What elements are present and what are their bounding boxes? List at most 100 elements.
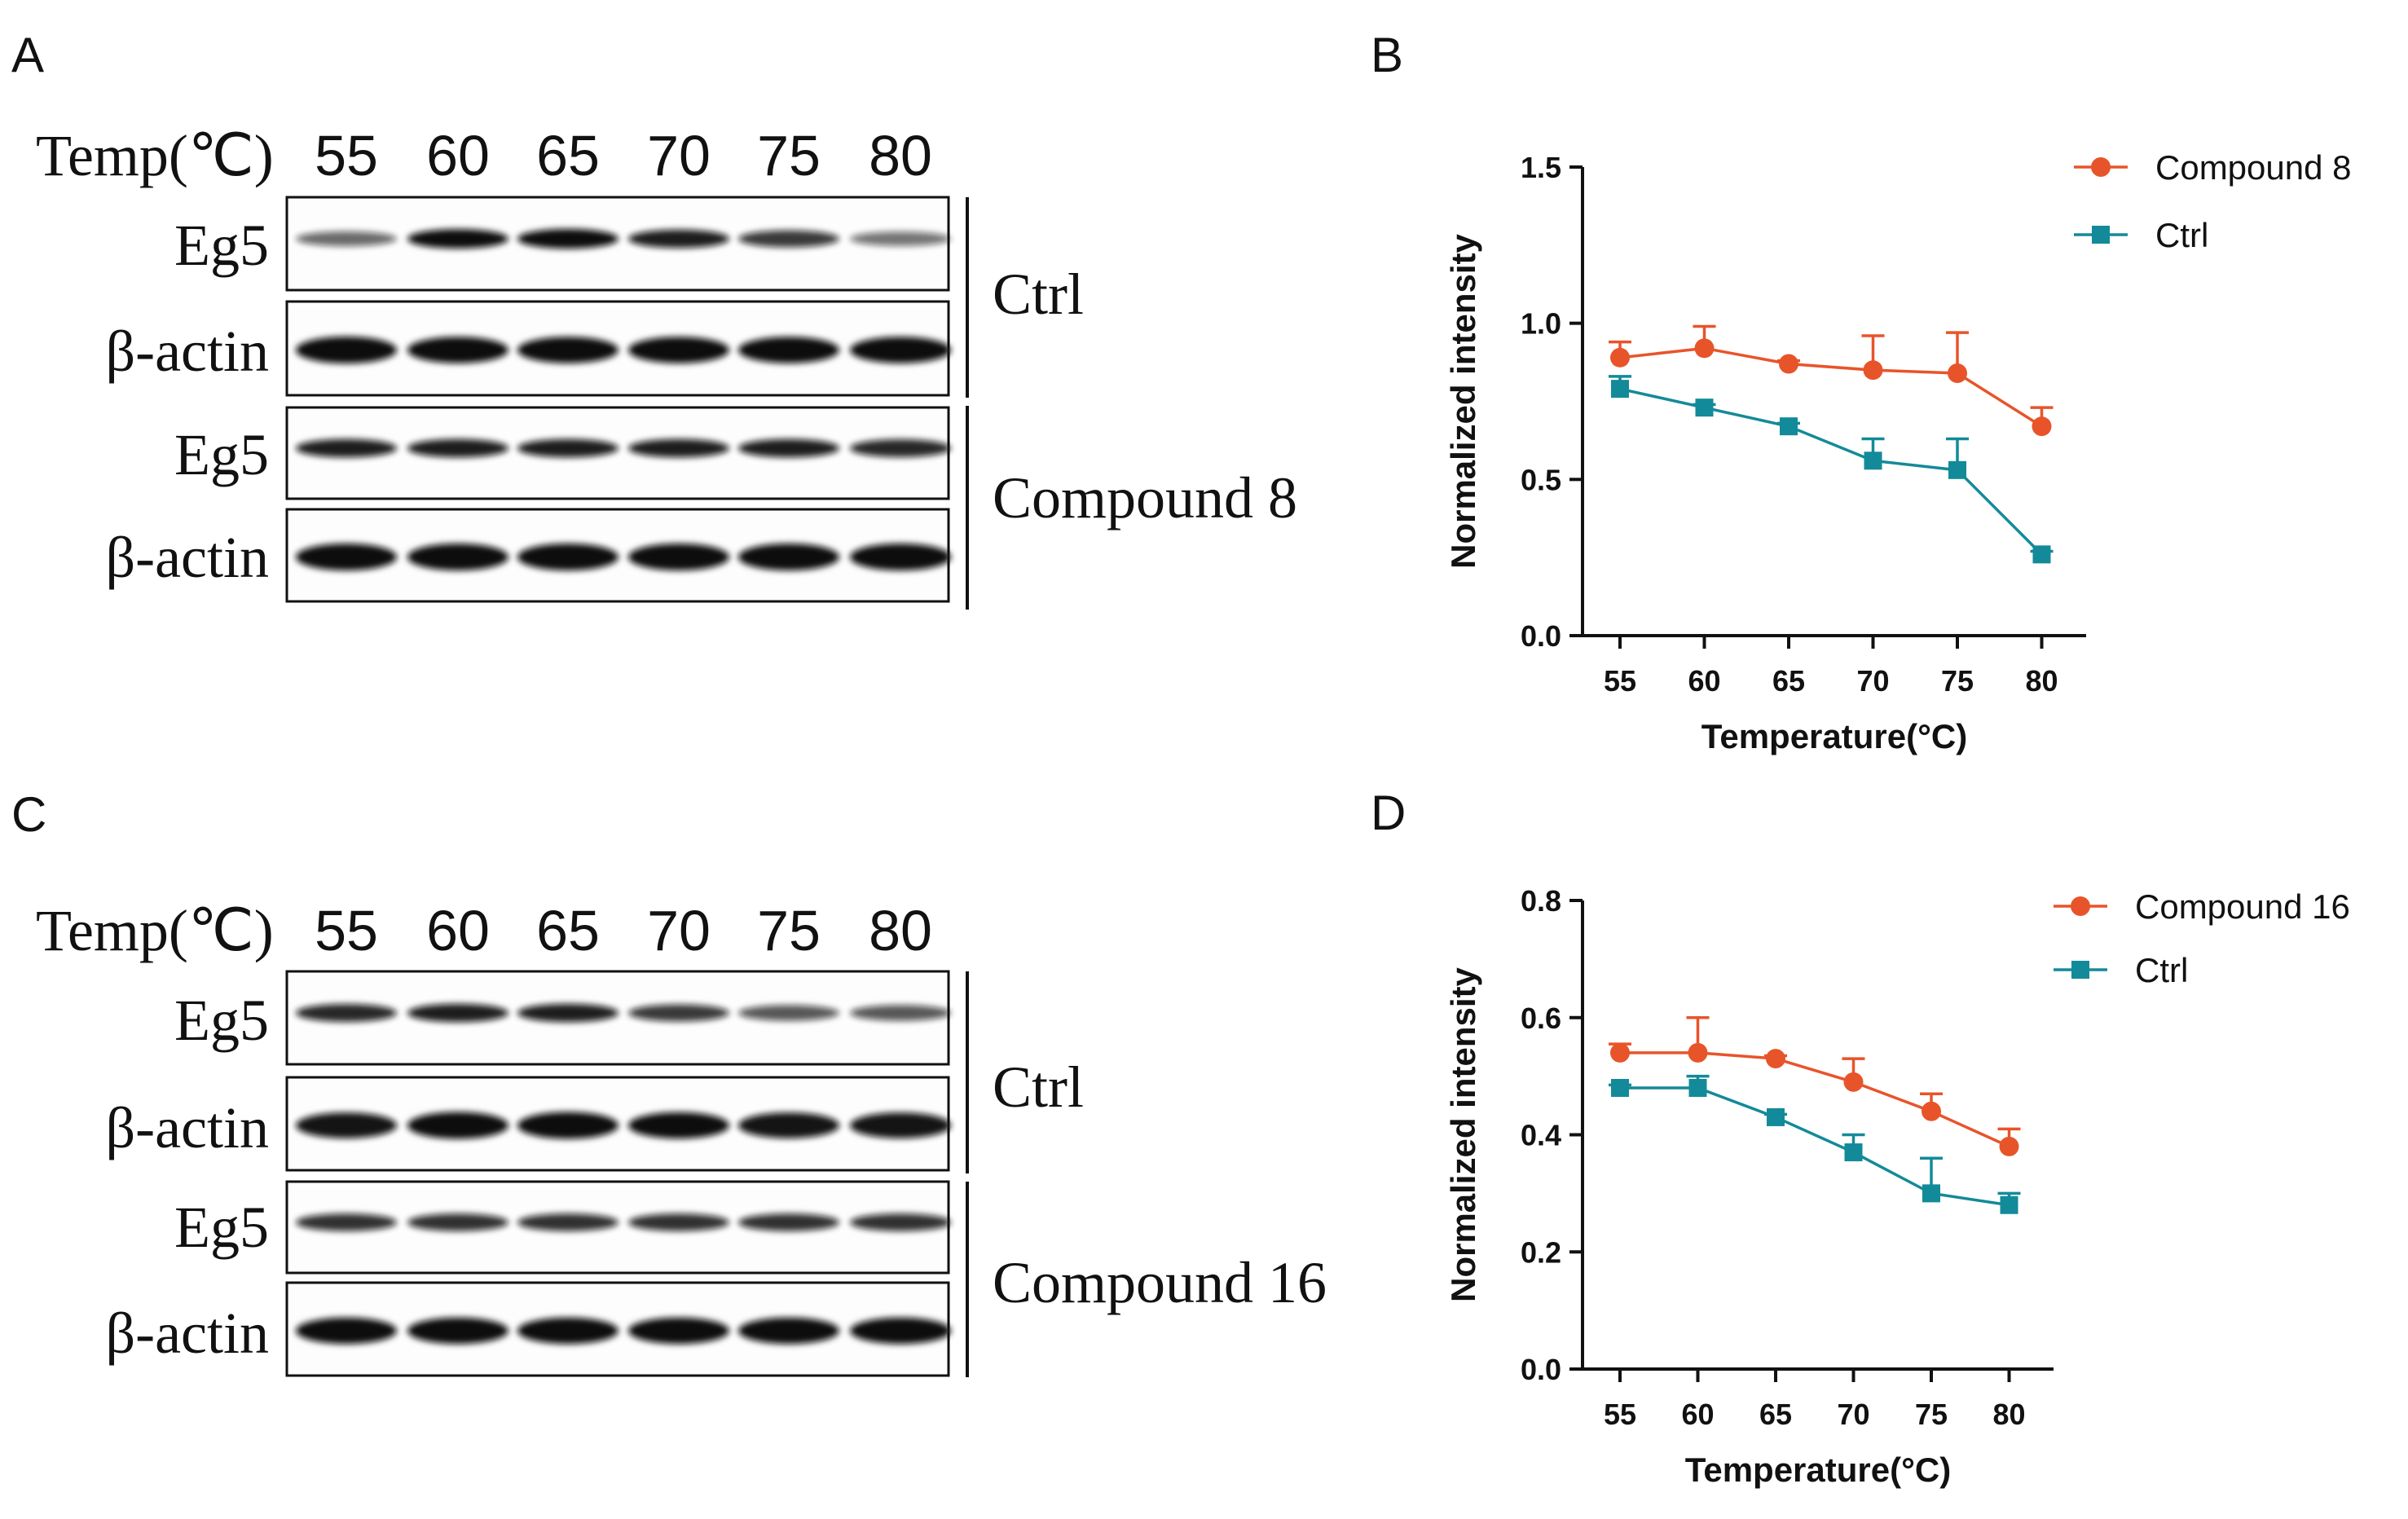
data-point: [1843, 1072, 1864, 1092]
data-point: [1766, 1049, 1785, 1069]
blot-membrane: [285, 970, 950, 1066]
y-axis-title: Normalized intensity: [1444, 966, 1482, 1301]
blot-row-label: β-actin: [105, 1095, 269, 1160]
series-line: [1619, 346, 2043, 428]
data-point: [1948, 363, 1967, 383]
group-label-ctrl: Ctrl: [993, 1054, 1084, 1120]
blot-band: [850, 544, 951, 570]
blot-band: [850, 1005, 951, 1021]
temp-label: 65: [536, 899, 600, 962]
legend-item: Ctrl: [2054, 951, 2188, 989]
blot-band: [517, 544, 619, 570]
legend-marker: [2091, 157, 2111, 177]
blot-row-label: Eg5: [174, 422, 269, 487]
western-blot-c: Temp(℃) 55 60 65 70 75 80 Eg5 β-actin Eg5 β-acti…: [36, 898, 1327, 1377]
temp-label: 70: [647, 899, 711, 962]
data-point: [1863, 360, 1883, 381]
blot-band: [738, 337, 839, 363]
blot-band: [517, 1213, 619, 1231]
x-tick-label: 75: [1915, 1398, 1948, 1431]
temp-label: 55: [315, 124, 378, 187]
blot-band: [517, 337, 619, 363]
blot-band: [296, 231, 397, 247]
blot-band: [628, 544, 729, 570]
blot-band: [296, 438, 397, 458]
blot-band: [738, 1317, 839, 1345]
data-point: [1864, 451, 1882, 470]
blot-row: β-actin: [105, 508, 951, 603]
legend-label: Compound 16: [2135, 887, 2350, 926]
blot-row-label: β-actin: [105, 319, 269, 384]
blot-membrane: [285, 406, 950, 500]
temp-label: 80: [869, 899, 932, 962]
x-tick-label: 80: [1992, 1398, 2025, 1431]
x-tick-label: 55: [1604, 1398, 1636, 1431]
temp-label: 60: [426, 124, 490, 187]
legend-marker: [2071, 961, 2089, 979]
group-label-ctrl: Ctrl: [993, 262, 1084, 327]
data-point: [1611, 380, 1629, 398]
blot-band: [517, 1317, 619, 1345]
series-ctrl: [1609, 375, 2054, 564]
blot-band: [738, 544, 839, 570]
x-tick-label: 55: [1604, 664, 1636, 698]
data-point: [1688, 1042, 1708, 1063]
legend-marker: [2071, 896, 2090, 916]
blot-band: [296, 544, 397, 570]
panel-letter-c: C: [11, 787, 46, 842]
blot-band: [850, 337, 951, 363]
y-tick-label: 0.0: [1521, 1353, 1561, 1386]
temp-label: 55: [315, 899, 378, 962]
blot-band: [407, 229, 508, 249]
blot-band: [407, 438, 508, 458]
blot-band: [850, 1112, 951, 1138]
data-point: [1780, 417, 1798, 436]
y-tick-label: 0.4: [1521, 1119, 1561, 1152]
blot-band: [850, 439, 951, 457]
data-point: [1694, 338, 1715, 359]
data-point: [2032, 545, 2051, 564]
temp-title: Temp(℃): [36, 123, 274, 188]
x-axis-title: Temperature(°C): [1685, 1451, 1951, 1489]
blot-band: [628, 1004, 729, 1022]
y-tick-label: 0.0: [1521, 619, 1561, 653]
legend-label: Ctrl: [2155, 216, 2208, 254]
x-tick-label: 65: [1772, 664, 1805, 698]
data-point: [1779, 354, 1798, 374]
legend-item: Compound 16: [2054, 887, 2350, 926]
y-tick-label: 0.5: [1521, 463, 1561, 496]
blot-band: [738, 1005, 839, 1021]
blot-band: [296, 1213, 397, 1231]
x-tick-label: 70: [1856, 664, 1889, 698]
data-point: [1610, 1042, 1630, 1063]
panel-letter-b: B: [1371, 28, 1403, 82]
data-point: [1922, 1184, 1940, 1203]
x-tick-label: 60: [1681, 1398, 1714, 1431]
legend-item: Compound 8: [2074, 148, 2352, 187]
blot-band: [407, 337, 508, 363]
blot-band: [738, 1112, 839, 1138]
blot-band: [407, 1112, 508, 1139]
x-tick-label: 65: [1759, 1398, 1792, 1431]
data-point: [2000, 1195, 2018, 1214]
blot-row: β-actin: [105, 1076, 951, 1172]
line-chart-d: 0.0 0.2 0.4 0.6 0.8 55 60 65 70 75 80 Temperature(°…: [1444, 884, 2350, 1489]
legend-label: Compound 8: [2155, 148, 2352, 187]
blot-row-label: Eg5: [174, 213, 269, 278]
x-tick-label: 80: [2025, 664, 2058, 698]
blot-band: [296, 1004, 397, 1022]
blot-membrane: [285, 196, 950, 292]
blot-row: β-actin: [105, 300, 951, 397]
blot-band: [407, 1213, 508, 1231]
data-point: [2032, 416, 2052, 437]
blot-band: [738, 438, 839, 458]
x-axis-title: Temperature(°C): [1701, 717, 1967, 755]
temp-label: 70: [647, 124, 711, 187]
blot-band: [407, 1003, 508, 1023]
y-tick-label: 0.6: [1521, 1002, 1561, 1035]
blot-band: [850, 231, 951, 246]
data-point: [1999, 1136, 2019, 1156]
panel-letter-d: D: [1371, 786, 1406, 840]
series-compound: [1609, 324, 2054, 437]
